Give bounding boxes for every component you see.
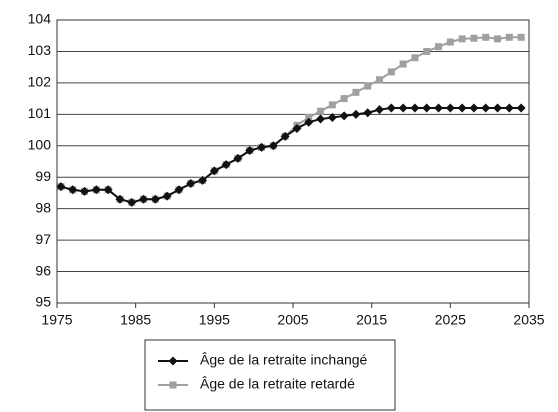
y-tick-label: 102 (28, 74, 52, 90)
point (423, 47, 431, 55)
point (435, 43, 443, 51)
x-tick-label: 2005 (277, 312, 308, 328)
x-tick-label: 1995 (199, 312, 230, 328)
point (56, 182, 66, 192)
point (339, 111, 349, 121)
point (481, 103, 491, 113)
point (174, 185, 184, 195)
point (317, 107, 325, 115)
y-tick-label: 96 (35, 262, 51, 278)
point (517, 33, 525, 41)
point (221, 160, 231, 170)
legend-marker (169, 381, 177, 389)
plot-frame (56, 19, 530, 304)
point (376, 76, 384, 84)
point (245, 145, 255, 155)
point (410, 103, 420, 113)
x-tick-label: 2025 (435, 312, 466, 328)
legend-label: Âge de la retraite inchangé (200, 352, 368, 368)
x-tick-label: 2015 (356, 312, 387, 328)
point (482, 33, 490, 41)
point (352, 88, 360, 96)
legend-marker (168, 356, 178, 366)
point (457, 103, 467, 113)
point (445, 103, 455, 113)
y-tick-label: 104 (28, 11, 52, 27)
point (411, 54, 419, 62)
x-tick-label: 2035 (513, 312, 544, 328)
x-tick-label: 1975 (41, 312, 72, 328)
x-tick-label: 1985 (120, 312, 151, 328)
point (493, 103, 503, 113)
point (80, 186, 90, 196)
point (504, 103, 514, 113)
point (386, 103, 396, 113)
point (150, 194, 160, 204)
y-tick-label: 101 (28, 105, 52, 121)
legend-label: Âge de la retraite retardé (200, 376, 355, 392)
point (375, 105, 385, 115)
point (327, 112, 337, 122)
y-tick-label: 103 (28, 42, 52, 58)
y-tick-label: 100 (28, 136, 52, 152)
y-tick-label: 99 (35, 168, 51, 184)
point (305, 113, 313, 121)
y-tick-label: 95 (35, 294, 51, 310)
point (494, 35, 502, 43)
point (209, 166, 219, 176)
point (470, 34, 478, 42)
point (328, 101, 336, 109)
point (316, 114, 326, 124)
point (268, 141, 278, 151)
point (399, 60, 407, 68)
series-line (60, 107, 522, 204)
point (198, 175, 208, 185)
point (363, 108, 373, 118)
point (162, 191, 172, 201)
point (304, 117, 314, 127)
point (505, 33, 513, 41)
point (387, 68, 395, 76)
point (280, 131, 290, 141)
point (398, 103, 408, 113)
point (340, 95, 348, 103)
point (351, 109, 361, 119)
point (364, 82, 372, 90)
point (458, 35, 466, 43)
legend-box (144, 339, 396, 411)
point (68, 185, 78, 195)
point (434, 103, 444, 113)
y-tick-label: 98 (35, 199, 51, 215)
point (257, 142, 267, 152)
point (292, 123, 302, 133)
point (139, 194, 149, 204)
point (103, 185, 113, 195)
point (233, 153, 243, 163)
point (446, 38, 454, 46)
point (422, 103, 432, 113)
point (127, 197, 137, 207)
point (115, 194, 125, 204)
point (186, 179, 196, 189)
y-tick-label: 97 (35, 231, 51, 247)
point (516, 103, 526, 113)
point (91, 185, 101, 195)
point (469, 103, 479, 113)
